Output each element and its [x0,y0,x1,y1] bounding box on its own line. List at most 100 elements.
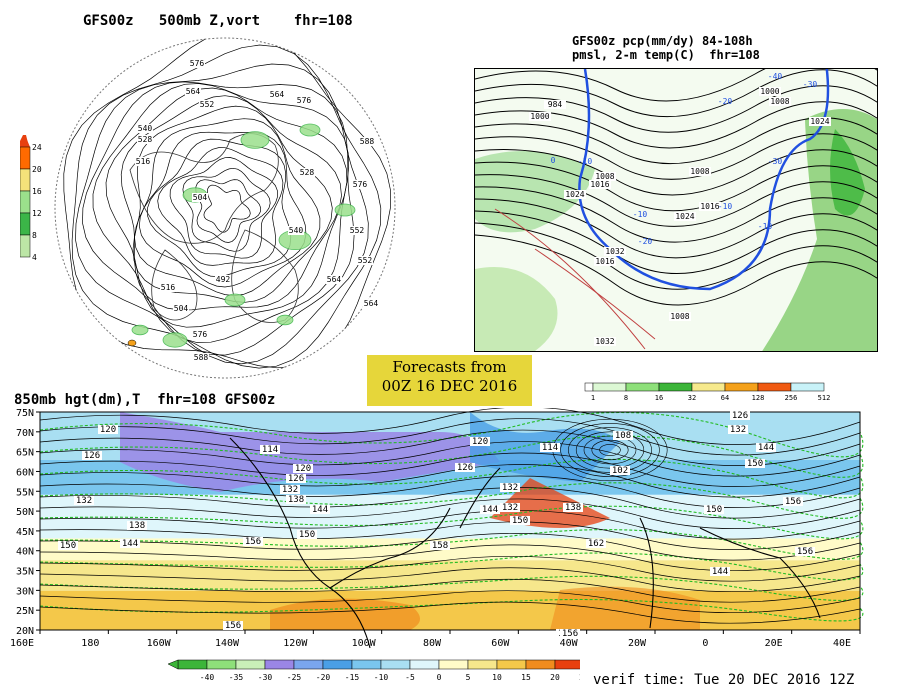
contour-label-bg [326,275,342,284]
contour-label-bg [363,299,379,308]
contour-label-bg [243,537,263,546]
height-contour [132,105,333,303]
height-contour [39,429,861,466]
temp-legend-swatch [380,659,411,670]
contour-label: 576 [297,96,312,105]
temp-legend-swatch [554,659,585,670]
contour-label-bg [783,497,803,506]
lon-label: 160W [147,638,172,649]
vorticity-area [162,332,188,348]
temperature-label: -10 [633,210,648,219]
temp-legend-swatch [525,659,556,670]
height-contour [134,118,321,296]
lat-label: 45N [16,527,34,538]
polar-500mb-map[interactable]: 576 564 552 540 528 516 504 492 564 552 576 588 576 5… [45,30,405,385]
lat-label: 65N [16,448,34,459]
height-contour [39,590,861,613]
precip-map-title-line2: pmsl, 2-m temp(C) fhr=108 [572,48,760,62]
temperature-label: -30 [768,157,783,166]
freezing-line [578,69,830,291]
isobar-label-bg [564,190,586,199]
isobar-label: 1032 [605,247,624,256]
contour-label: 564 [327,275,342,284]
contour-label: 156 [797,547,813,557]
contour-label: 564 [186,87,201,96]
contour-label: 156 [785,497,801,507]
bottom-850mb-map[interactable]: 75N 70N 65N 60N 55N 50N 45N 40N 35N 30N 25N 20N 160E… [0,406,870,656]
isobar-label: 1032 [595,337,614,346]
contour-label-bg [189,59,205,68]
isobar-label-bg [604,247,626,256]
isobar [475,174,877,227]
precip-legend-label: 128 [752,394,765,402]
isobar-label: 1008 [595,172,614,181]
contour-label-bg [260,445,280,454]
temp-contour [494,208,646,350]
lon-label: 40W [560,638,579,649]
isobar-label: 1000 [530,112,549,121]
contour-label: 576 [193,330,208,339]
contour-label: 162 [588,539,604,549]
precip-legend-label: 32 [688,394,696,402]
vorticity-area [276,314,294,326]
lon-label: 40E [833,638,851,649]
height-contour [75,63,369,365]
temp-legend-swatch [264,659,295,670]
contour-label-bg [173,304,189,313]
contour-label-bg [215,275,231,284]
temp-legend-swatch [467,659,498,670]
contour-label: 144 [712,567,728,577]
temp-legend-swatch [351,659,382,670]
contour-label-bg [74,496,94,505]
isotherm [39,575,864,601]
isotherm [39,552,864,581]
vort-legend-swatch [19,190,31,214]
contour-label-bg [58,541,78,550]
lat-label: 25N [16,606,34,617]
isobar-label: 1008 [670,312,689,321]
contour-label-bg [98,425,118,434]
temperature-label: -40 [768,72,783,81]
lat-label: 75N [16,408,34,419]
precip-legend-label: 64 [721,394,729,402]
contour-label: 588 [360,137,375,146]
lon-label: 160E [10,638,34,649]
contour-label-bg [299,168,315,177]
contour-label: 158 [432,541,448,551]
us-precip-pmsl-map[interactable]: 984 1000 1008 1024 1016 1008 1024 1032 1008 1000 1… [474,68,878,352]
low-contour [560,423,660,477]
contour-label-bg [269,90,285,99]
contour-label: 132 [730,425,746,435]
contour-label-bg [704,505,724,514]
isobar-label: 984 [548,100,563,109]
coastline [229,437,821,649]
lon-label: 180 [81,638,99,649]
contour-label: 126 [457,463,473,473]
isobar-label: 1008 [770,97,789,106]
height-contour [39,578,861,603]
contour-label-bg [288,226,304,235]
isotherm [39,505,864,540]
isobar-label-bg [689,167,711,176]
isobar [475,186,877,243]
vort-legend-label: 20 [32,165,42,174]
contour-label: 150 [60,541,76,551]
precip-legend-swatch [658,382,693,392]
contour-label: 126 [732,411,748,421]
height-contour [39,441,861,477]
lat-label: 50N [16,507,34,518]
contour-label: 576 [353,180,368,189]
lat-label: 60N [16,467,34,478]
contour-label-bg [286,495,306,504]
contour-label-bg [560,629,580,638]
isobar [475,85,877,133]
isobar-label: 1008 [690,167,709,176]
contour-label: 504 [193,193,208,202]
contour-label-bg [563,503,583,512]
contour-label: 156 [245,537,261,547]
cold-air-area [120,412,500,492]
temp-legend-label: 0 [437,673,442,682]
isobar-label: 1000 [760,87,779,96]
vort-legend-label: 4 [32,253,37,262]
contour-label: 528 [300,168,315,177]
